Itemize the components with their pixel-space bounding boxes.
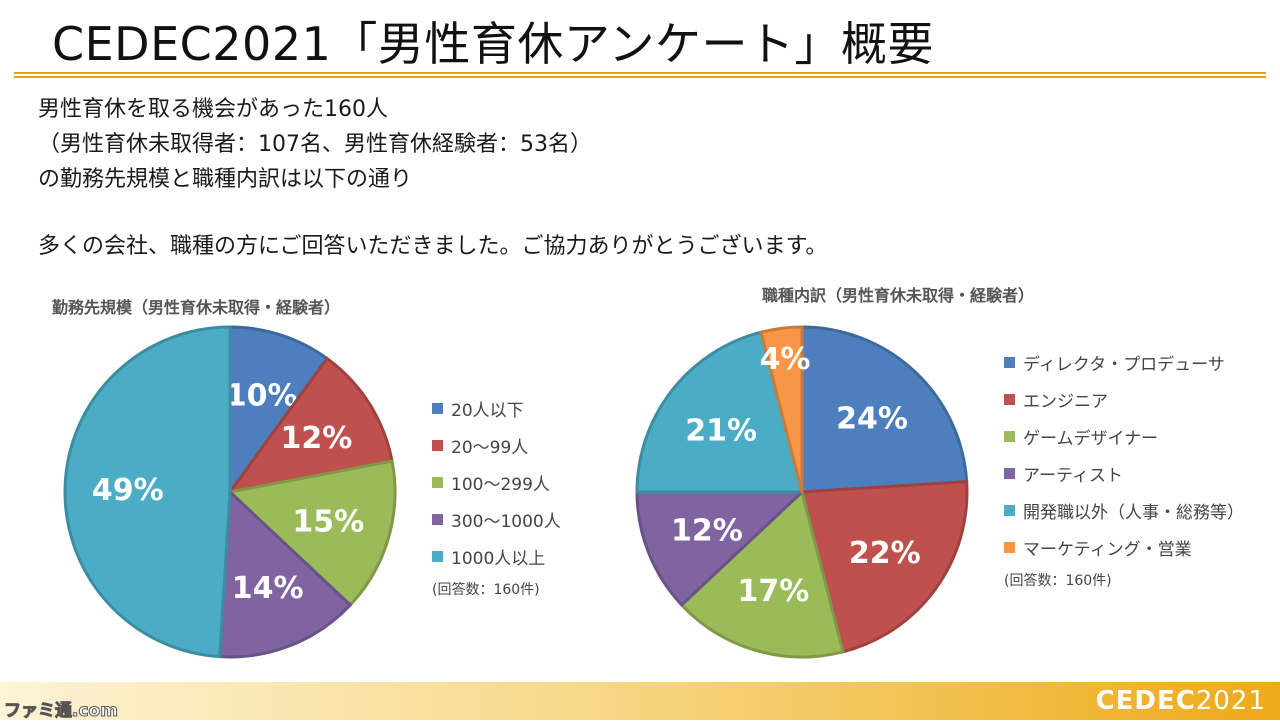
legend-item: 100～299人	[432, 464, 561, 501]
pie-slice-2	[228, 459, 397, 607]
legend-swatch	[432, 477, 443, 488]
legend-swatch	[432, 403, 443, 414]
pie-slice-1	[228, 357, 394, 494]
pie-slice-label-1: 22%	[849, 536, 921, 571]
pie-slice-label-4: 21%	[685, 413, 757, 448]
legend-swatch	[1004, 431, 1015, 442]
legend-label: ディレクタ・プロデューサ	[1023, 355, 1225, 375]
legend-swatch	[1004, 468, 1015, 479]
pie-slice-label-4: 49%	[92, 473, 164, 508]
pie-slice-0	[800, 325, 969, 494]
legend-swatch	[432, 551, 443, 562]
legend-item: 1000人以上	[432, 538, 561, 575]
legend-swatch	[432, 440, 443, 451]
legend-swatch	[1004, 505, 1015, 516]
watermark: ファミ通.com	[4, 701, 119, 721]
pie-slice-label-5: 4%	[760, 342, 811, 377]
legend-item: 20～99人	[432, 427, 561, 464]
legend-swatch	[432, 514, 443, 525]
legend-label: アーティスト	[1023, 466, 1123, 486]
title-divider	[14, 72, 1266, 78]
pie-slice-label-2: 15%	[292, 505, 364, 540]
pie-slice-label-2: 17%	[738, 574, 810, 609]
legend-label: 20～99人	[451, 438, 529, 458]
legend-label: ゲームデザイナー	[1023, 429, 1159, 449]
legend-label: 開発職以外（人事・総務等）	[1023, 503, 1244, 523]
pie-slice-label-3: 14%	[232, 571, 304, 606]
pie-slice-0	[228, 325, 329, 494]
legend-swatch	[1004, 542, 1015, 553]
pie-slice-4	[635, 330, 804, 494]
footer-bar	[0, 682, 1280, 720]
legend-item: ゲームデザイナー	[1004, 418, 1244, 455]
legend-item: 開発職以外（人事・総務等）	[1004, 492, 1244, 529]
legend-label: 20人以下	[451, 401, 524, 421]
slide-title: CEDEC2021「男性育休アンケート」概要	[52, 17, 935, 71]
legend-swatch	[1004, 357, 1015, 368]
pie-slice-2	[680, 490, 845, 659]
pie-slice-label-0: 24%	[836, 401, 908, 436]
legend-job-type: ディレクタ・プロデューサ エンジニアゲームデザイナー アーティスト開発職以外（人事・…	[1004, 344, 1244, 590]
legend-company-size: 20人以下 20～99人 100～299人 300～1000人 1000人以上 (回答数：…	[432, 390, 561, 599]
legend-swatch	[1004, 394, 1015, 405]
legend-label: 100～299人	[451, 475, 550, 495]
legend-item: ディレクタ・プロデューサ	[1004, 344, 1244, 381]
legend-label: マーケティング・営業	[1023, 540, 1192, 560]
pie-slice-3	[635, 490, 804, 607]
intro-line: （男性育休未取得者：107名、男性育休経験者：53名）	[38, 132, 592, 157]
cedec-logo: CEDEC2021	[1095, 686, 1266, 716]
response-count-note: (回答数：160件)	[1004, 573, 1112, 589]
pie-slice-label-3: 12%	[671, 514, 743, 549]
chart-title-job-type: 職種内訳（男性育休未取得・経験者）	[762, 286, 1035, 305]
pie-slice-4	[63, 325, 232, 659]
legend-item: 20人以下	[432, 390, 561, 427]
response-count-note: (回答数：160件)	[432, 582, 540, 598]
legend-item: アーティスト	[1004, 455, 1244, 492]
pie-chart-job-type: 24% 22% 17% 12% 21% 4%	[635, 325, 969, 659]
pie-slice-label-1: 12%	[280, 421, 352, 456]
intro-line: の勤務先規模と職種内訳は以下の通り	[38, 167, 413, 192]
pie-chart-company-size: 10% 12% 15% 14% 49%	[63, 325, 397, 659]
legend-item: マーケティング・営業	[1004, 529, 1244, 566]
intro-line: 男性育休を取る機会があった160人	[38, 97, 388, 122]
pie-slice-1	[800, 480, 969, 654]
legend-label: エンジニア	[1023, 392, 1108, 412]
chart-title-company-size: 勤務先規模（男性育休未取得・経験者）	[52, 298, 341, 317]
legend-label: 1000人以上	[451, 549, 546, 569]
pie-slice-5	[759, 325, 804, 494]
intro-text: 男性育休を取る機会があった160人 （男性育休未取得者：107名、男性育休経験者…	[38, 92, 592, 197]
legend-item: エンジニア	[1004, 381, 1244, 418]
pie-slice-label-0: 10%	[226, 379, 298, 414]
pie-slice-3	[218, 490, 352, 659]
legend-label: 300～1000人	[451, 512, 561, 532]
thanks-text: 多くの会社、職種の方にご回答いただきました。ご協力ありがとうございます。	[38, 234, 828, 259]
legend-item: 300～1000人	[432, 501, 561, 538]
